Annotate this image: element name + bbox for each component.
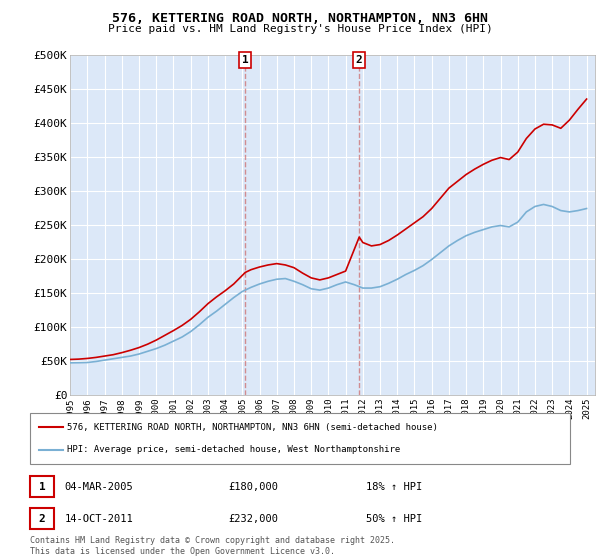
Text: HPI: Average price, semi-detached house, West Northamptonshire: HPI: Average price, semi-detached house,… xyxy=(67,445,400,454)
Text: 50% ↑ HPI: 50% ↑ HPI xyxy=(366,514,422,524)
Text: 1: 1 xyxy=(38,482,46,492)
Text: Price paid vs. HM Land Registry's House Price Index (HPI): Price paid vs. HM Land Registry's House … xyxy=(107,24,493,34)
Text: 1: 1 xyxy=(242,55,248,65)
Text: 14-OCT-2011: 14-OCT-2011 xyxy=(65,514,134,524)
Text: 2: 2 xyxy=(356,55,362,65)
Text: £180,000: £180,000 xyxy=(228,482,278,492)
Text: 576, KETTERING ROAD NORTH, NORTHAMPTON, NN3 6HN: 576, KETTERING ROAD NORTH, NORTHAMPTON, … xyxy=(112,12,488,25)
Text: 18% ↑ HPI: 18% ↑ HPI xyxy=(366,482,422,492)
Text: £232,000: £232,000 xyxy=(228,514,278,524)
Text: Contains HM Land Registry data © Crown copyright and database right 2025.
This d: Contains HM Land Registry data © Crown c… xyxy=(30,536,395,556)
Text: 576, KETTERING ROAD NORTH, NORTHAMPTON, NN3 6HN (semi-detached house): 576, KETTERING ROAD NORTH, NORTHAMPTON, … xyxy=(67,423,438,432)
Text: 04-MAR-2005: 04-MAR-2005 xyxy=(65,482,134,492)
Text: 2: 2 xyxy=(38,514,46,524)
